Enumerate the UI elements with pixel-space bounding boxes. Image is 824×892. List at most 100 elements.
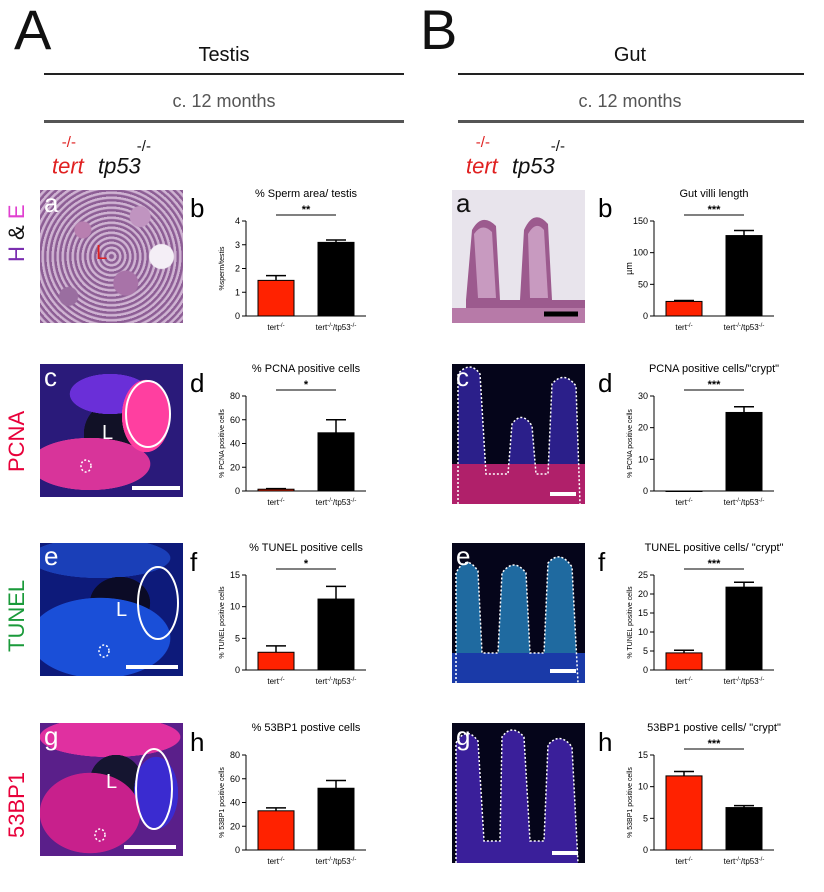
x-tick-label: tert-/- — [267, 677, 284, 686]
x-tick-label: tert-/-/tp53-/- — [724, 323, 765, 332]
lumen-label: L — [116, 599, 128, 621]
lumen-label: L — [96, 242, 108, 264]
tp53-label: tp53 — [97, 153, 141, 179]
genotype-label-gut: tert-/-tp53-/- — [466, 134, 569, 179]
tp53-sup: -/- — [136, 138, 151, 155]
tert-sup: -/- — [61, 134, 76, 151]
lumen-label: L — [102, 422, 114, 444]
y-tick-label: 25 — [638, 570, 648, 580]
outline-overlay — [94, 748, 176, 849]
y-tick-label: 100 — [633, 248, 648, 258]
dotted-outline — [457, 366, 581, 504]
image-letter: a — [456, 190, 471, 218]
y-tick-label: 10 — [638, 782, 648, 792]
testis-title-rule — [44, 73, 404, 75]
bar — [257, 488, 295, 492]
gut-age: c. 12 months — [578, 91, 682, 111]
y-tick-label: 5 — [643, 646, 648, 656]
chart-pcna-gut: d PCNA positive cells/"crypt" % PCNA posit… — [598, 358, 808, 533]
bar — [665, 652, 703, 671]
y-axis-label: % PCNA positive cells — [627, 409, 634, 478]
chart-letter: d — [190, 368, 204, 398]
significance-label: *** — [708, 204, 722, 216]
tubule-outline — [125, 380, 171, 448]
chart-svg: f % TUNEL positive cells % TUNEL positive … — [190, 542, 366, 686]
x-tick-label: tert-/- — [267, 498, 284, 507]
bar — [257, 279, 295, 317]
tubule-outline — [137, 566, 179, 640]
y-tick-label: 20 — [638, 589, 648, 599]
gut-tunel-image: e — [452, 543, 585, 683]
y-tick-label: 15 — [230, 570, 240, 580]
testis-age: c. 12 months — [172, 91, 276, 111]
bar — [725, 411, 763, 492]
bar — [317, 787, 355, 851]
dotted-outline — [455, 556, 579, 683]
gut-pcna-image: c — [452, 364, 585, 504]
image-letter: a — [44, 190, 59, 218]
image-letter: c — [44, 364, 57, 392]
bar — [725, 235, 763, 317]
chart-svg: b Gut villi length µm 0 50 100 150 tert-/- tert-… — [598, 188, 774, 332]
y-tick-label: 0 — [235, 845, 240, 855]
significance-label: * — [304, 379, 309, 391]
row-label-tunel: TUNEL — [4, 579, 29, 652]
chart-villi-length: b Gut villi length µm 0 50 100 150 tert-/- tert-… — [598, 183, 808, 358]
he-e: E — [4, 204, 29, 220]
testis-pcna-image: c L — [40, 364, 183, 497]
chart-svg: d PCNA positive cells/"crypt" % PCNA posit… — [598, 363, 779, 507]
y-tick-label: 0 — [643, 665, 648, 675]
bar — [317, 432, 355, 492]
image-letter: g — [44, 723, 59, 751]
panel-letter-b: B — [420, 0, 458, 61]
chart-svg: h % 53BP1 postive cells % 53BP1 positive c… — [190, 722, 366, 866]
x-tick-label: tert-/-/tp53-/- — [724, 677, 765, 686]
testis-tunel-image: e L — [40, 543, 183, 676]
bar — [257, 810, 295, 851]
tp53-sup: -/- — [550, 138, 565, 155]
image-letter: g — [456, 723, 471, 751]
y-axis-label: %sperm/testis — [219, 246, 226, 290]
x-tick-label: tert-/-/tp53-/- — [724, 857, 765, 866]
image-letter: e — [44, 543, 59, 571]
panel-letter-a: A — [14, 0, 52, 61]
y-tick-label: 15 — [638, 750, 648, 760]
y-tick-label: 4 — [235, 216, 240, 226]
y-axis-label: % TUNEL positive cells — [219, 586, 226, 659]
bar — [725, 586, 763, 671]
y-tick-label: 0 — [235, 665, 240, 675]
x-tick-label: tert-/- — [675, 498, 692, 507]
y-tick-label: 40 — [230, 798, 240, 808]
y-tick-label: 0 — [643, 486, 648, 496]
x-tick-label: tert-/- — [675, 677, 692, 686]
y-tick-label: 60 — [230, 774, 240, 784]
y-axis-label: % 53BP1 positive cells — [219, 767, 226, 838]
y-tick-label: 0 — [235, 486, 240, 496]
chart-letter: h — [190, 727, 204, 757]
bar — [257, 651, 295, 671]
y-axis-label: % PCNA positive cells — [219, 409, 226, 478]
y-tick-label: 20 — [638, 423, 648, 433]
y-tick-label: 2 — [235, 264, 240, 274]
y-tick-label: 3 — [235, 240, 240, 250]
y-tick-label: 10 — [230, 602, 240, 612]
chart-title: % TUNEL positive cells — [249, 542, 363, 554]
villi-shape — [456, 730, 578, 863]
y-tick-label: 0 — [643, 311, 648, 321]
x-tick-label: tert-/- — [675, 857, 692, 866]
tert-label: tert — [466, 153, 498, 179]
y-axis-label: % 53BP1 positive cells — [627, 767, 634, 838]
y-axis-label: µm — [624, 262, 634, 275]
y-tick-label: 10 — [638, 627, 648, 637]
y-tick-label: 20 — [230, 462, 240, 472]
villi-drawing — [452, 556, 585, 683]
y-tick-label: 0 — [235, 311, 240, 321]
x-tick-label: tert-/- — [267, 323, 284, 332]
testis-53bp1-image: g L — [40, 723, 183, 856]
tubule-outline — [135, 748, 173, 830]
chart-tunel-testis: f % TUNEL positive cells % TUNEL positive … — [190, 537, 400, 712]
tp53-label: tp53 — [511, 153, 555, 179]
significance-label: *** — [708, 558, 722, 570]
gut-age-rule — [458, 120, 804, 123]
y-tick-label: 1 — [235, 287, 240, 297]
